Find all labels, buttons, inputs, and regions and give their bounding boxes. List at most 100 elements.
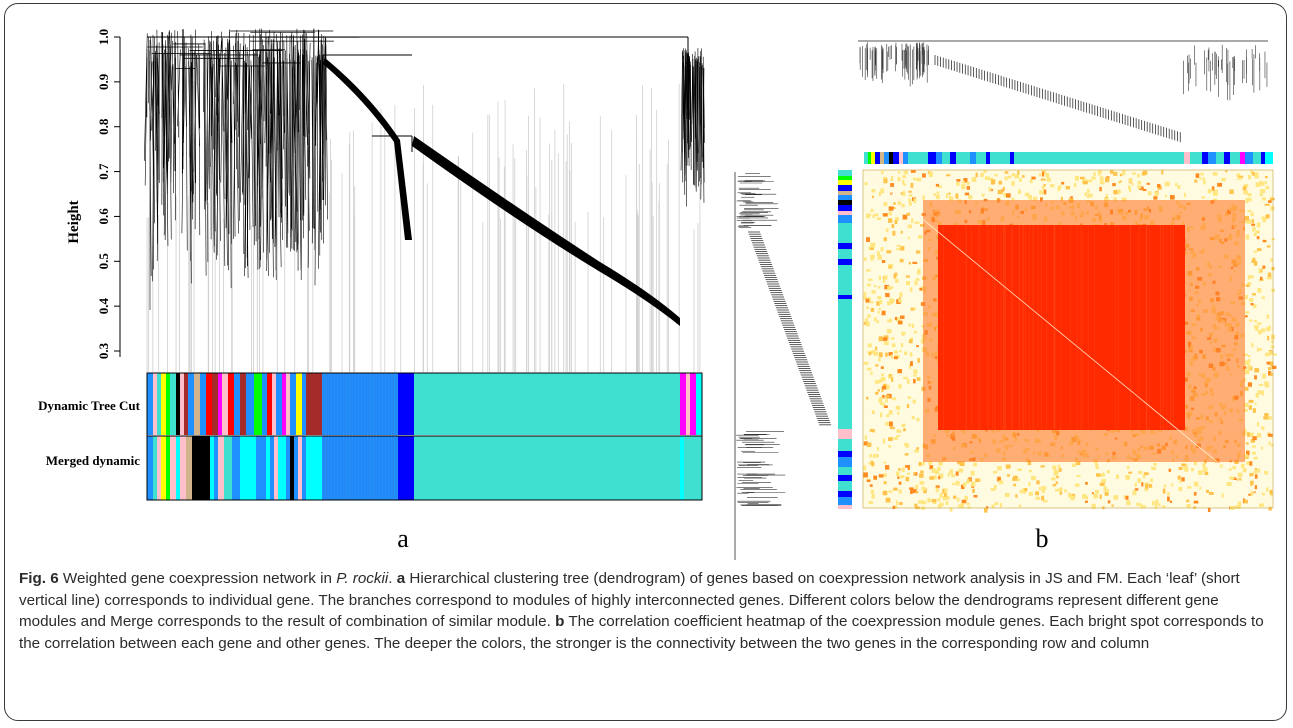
heatmap-cell	[1168, 468, 1172, 472]
heatmap-border	[862, 169, 1274, 509]
heatmap-cell	[944, 488, 948, 494]
module-segment-merged	[684, 436, 702, 500]
heatmap-cell	[915, 278, 920, 281]
heatmap-cell	[1237, 472, 1243, 478]
panel-b-label: b	[1036, 524, 1049, 553]
heatmap-cell	[1264, 175, 1268, 179]
heatmap-cell	[880, 412, 883, 418]
heatmap-main-block	[938, 225, 1185, 430]
heatmap-cell	[882, 383, 887, 387]
heatmap-cell	[886, 414, 890, 418]
heatmap-cell	[1193, 506, 1197, 509]
heatmap-cell	[916, 270, 921, 275]
heatmap-cell	[1035, 496, 1040, 500]
branch	[242, 33, 245, 193]
heatmap-cell	[1139, 186, 1144, 191]
heatmap-cell	[901, 203, 905, 208]
heatmap-cell	[963, 178, 968, 183]
heatmap-cell	[874, 213, 879, 217]
heatmap-cell	[870, 350, 876, 355]
heatmap-cell	[903, 376, 908, 380]
branch	[293, 46, 297, 242]
heatmap-cell	[866, 237, 871, 242]
heatmap-cell	[1217, 182, 1223, 187]
heatmap-cell	[1097, 172, 1101, 176]
heatmap-cell	[1255, 469, 1260, 473]
heatmap-cell	[1256, 322, 1262, 325]
heatmap-cell	[879, 397, 883, 400]
branch	[238, 32, 240, 129]
heatmap-cell	[902, 179, 905, 184]
heatmap-cell	[878, 352, 883, 358]
heatmap-cell	[1136, 502, 1141, 506]
heatmap-cell	[950, 468, 953, 474]
heatmap-cell	[1249, 472, 1254, 477]
heatmap-cell	[897, 171, 901, 174]
left-dendrogram	[734, 172, 832, 560]
branch	[323, 38, 326, 244]
heatmap-cell	[905, 281, 911, 286]
heatmap-cell	[962, 482, 967, 487]
heatmap-cell	[885, 421, 889, 426]
heatmap-cell	[1265, 186, 1270, 190]
heatmap-cell	[1011, 181, 1015, 186]
left-strip-segment	[838, 205, 852, 211]
heatmap-cell	[939, 492, 943, 498]
module-segment-merged	[147, 436, 153, 500]
branch	[206, 53, 209, 263]
heatmap-cell	[1244, 402, 1249, 408]
heatmap-cell	[1003, 192, 1007, 197]
heatmap-cell	[910, 489, 913, 494]
heatmap-cell	[1035, 491, 1040, 496]
heatmap-cell	[1024, 487, 1028, 492]
heatmap-cell	[1052, 483, 1057, 487]
heatmap-cell	[1074, 175, 1080, 181]
heatmap-cell	[1266, 361, 1270, 365]
heatmap-cell	[1046, 177, 1051, 182]
heatmap-cell	[1259, 180, 1263, 184]
heatmap-cell	[1264, 413, 1269, 417]
heatmap-cell	[1183, 192, 1187, 198]
branch	[221, 31, 225, 132]
heatmap-cell	[1267, 200, 1272, 203]
heatmap-cell	[990, 488, 996, 491]
heatmap-cell	[881, 373, 885, 377]
heatmap-cell	[1247, 281, 1252, 286]
heatmap-cell	[1141, 482, 1144, 487]
branch	[274, 41, 279, 247]
heatmap-cell	[898, 489, 902, 494]
heatmap-cell	[888, 352, 893, 356]
heatmap-cell	[961, 499, 967, 504]
top-strip-segment	[908, 152, 928, 164]
heatmap-cell	[998, 180, 1003, 185]
heatmap-cell	[1171, 483, 1174, 487]
left-strip-segment	[838, 170, 852, 176]
heatmap-cell	[885, 352, 888, 357]
heatmap-cell	[1243, 454, 1248, 458]
heatmap-cell	[897, 368, 902, 374]
heatmap-cell	[1059, 487, 1063, 492]
heatmap-cell	[994, 502, 999, 506]
module-segment-dynamic	[194, 373, 200, 435]
heatmap-cell	[1119, 180, 1122, 183]
branch	[170, 40, 173, 183]
top-strip-segment	[1230, 152, 1240, 164]
heatmap-cell	[1257, 288, 1262, 293]
heatmap-cell	[1061, 181, 1065, 185]
heatmap-cell	[922, 173, 926, 178]
heatmap-cell	[897, 201, 902, 205]
heatmap-cell	[893, 487, 898, 491]
heatmap-cell	[1028, 469, 1032, 473]
heatmap-cell	[1144, 472, 1149, 476]
heatmap-cell	[956, 497, 960, 502]
heatmap-cell	[1207, 507, 1211, 513]
module-segment-dynamic	[254, 373, 262, 435]
module-segment-dynamic	[302, 373, 306, 435]
heatmap-cell	[1186, 504, 1191, 508]
heatmap-cell	[1055, 481, 1058, 484]
caption-species: P. rockii	[336, 570, 389, 587]
heatmap-cell	[908, 364, 912, 369]
left-strip-segment	[838, 195, 852, 200]
heatmap-cell	[1199, 486, 1202, 490]
heatmap-cell	[921, 486, 926, 491]
